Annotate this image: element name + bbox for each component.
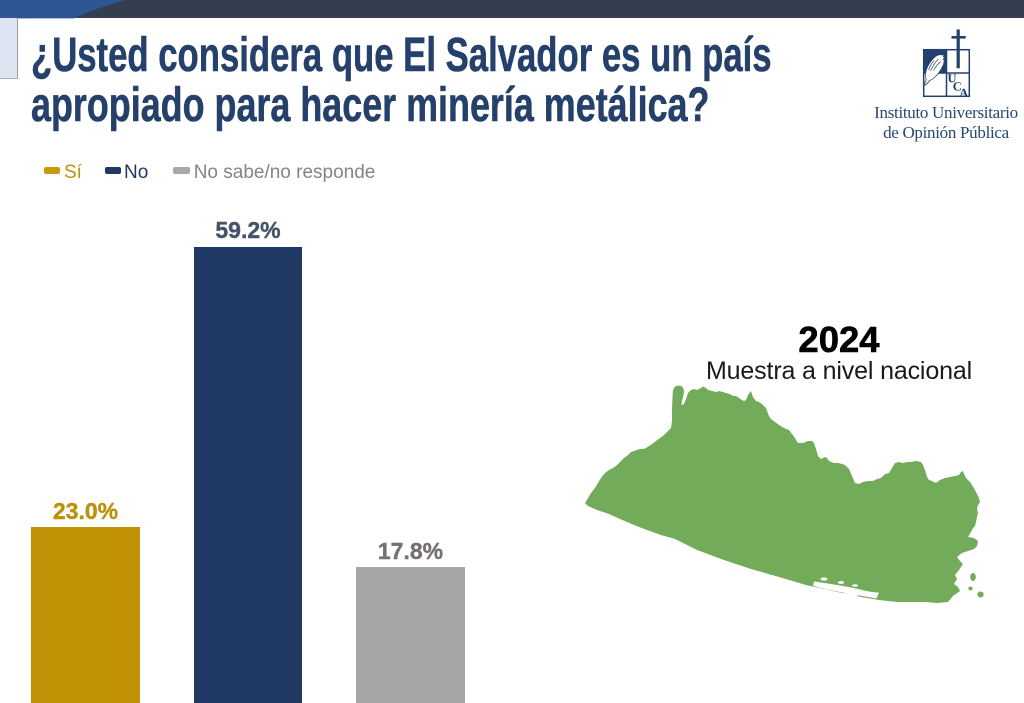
svg-text:A: A (959, 86, 968, 100)
svg-text:U: U (947, 71, 956, 85)
svg-text:C: C (953, 80, 962, 94)
